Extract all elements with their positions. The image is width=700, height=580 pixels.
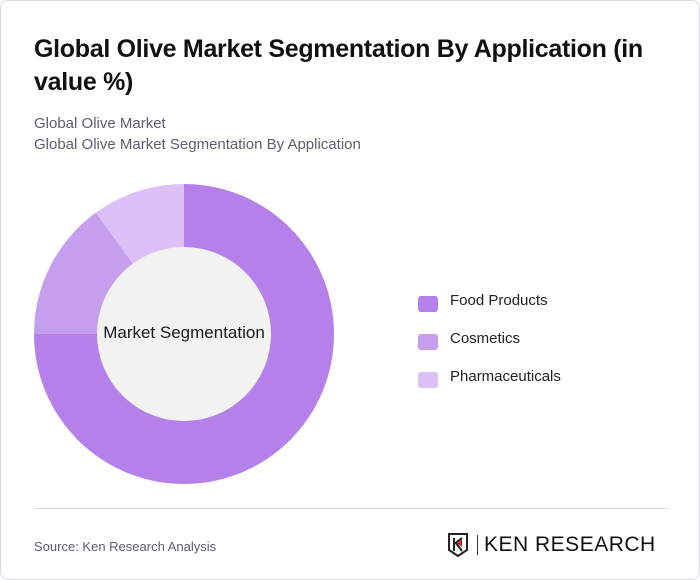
- ken-research-logo: KEN RESEARCH: [447, 532, 656, 558]
- subtitle-market: Global Olive Market: [34, 115, 166, 132]
- chart-title: Global Olive Market Segmentation By Appl…: [34, 35, 643, 96]
- legend-label: Food Products: [450, 291, 548, 309]
- donut-hole: [97, 247, 271, 421]
- legend-label: Pharmaceuticals: [450, 367, 561, 385]
- legend-item-cosmetics[interactable]: Cosmetics: [418, 323, 561, 361]
- legend-swatch: [418, 372, 438, 388]
- legend-swatch: [418, 296, 438, 312]
- subtitle-segmentation: Global Olive Market Segmentation By Appl…: [34, 136, 361, 153]
- footer-divider: [34, 508, 668, 509]
- legend-label: Cosmetics: [450, 329, 521, 347]
- donut-chart: [34, 184, 334, 484]
- legend-item-pharmaceuticals[interactable]: Pharmaceuticals: [418, 361, 561, 399]
- donut-center-label: Market Segmentation: [103, 323, 265, 342]
- logo-text: KEN RESEARCH: [477, 534, 656, 555]
- chart-legend: Food Products Cosmetics Pharmaceuticals: [418, 285, 561, 399]
- source-note: Source: Ken Research Analysis: [34, 539, 217, 554]
- legend-swatch: [418, 334, 438, 350]
- ken-shield-icon: [448, 533, 468, 558]
- legend-item-food-products[interactable]: Food Products: [418, 285, 561, 323]
